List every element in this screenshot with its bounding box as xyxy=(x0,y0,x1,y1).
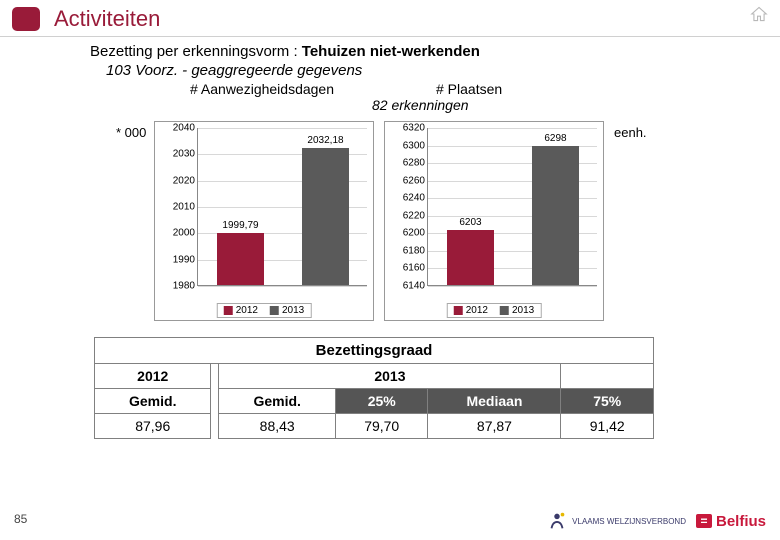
table-sep xyxy=(211,414,219,439)
col-p25: 25% xyxy=(335,389,428,414)
header: Activiteiten xyxy=(0,0,780,37)
table-bezettingsgraad: Bezettingsgraad 2012 2013 Gemid. Gemid. … xyxy=(94,337,654,439)
page-number: 85 xyxy=(14,512,27,526)
ytick-label: 6180 xyxy=(403,245,425,256)
chart2-unit: eenh. xyxy=(614,125,647,140)
legend-item-2012: 2012 xyxy=(224,305,258,316)
ytick-label: 2040 xyxy=(173,123,195,134)
bar-value-label: 1999,79 xyxy=(222,220,258,231)
subtitle-1-bold: Tehuizen niet-werkenden xyxy=(302,43,480,60)
ytick-label: 1980 xyxy=(173,281,195,292)
logo-vl-text: VLAAMS WELZIJNSVERBOND xyxy=(572,517,686,526)
chart-bar xyxy=(302,148,349,285)
subtitle-3: 82 erkenningen xyxy=(372,97,469,113)
footer-logos: VLAAMS WELZIJNSVERBOND = Belfius xyxy=(546,510,766,532)
chart1-unit: * 000 xyxy=(116,125,146,140)
col-2013: 2013 xyxy=(219,364,561,389)
chart2-title: # Plaatsen xyxy=(436,81,502,97)
ytick-label: 2030 xyxy=(173,149,195,160)
ytick-label: 6260 xyxy=(403,175,425,186)
legend-label-2013: 2013 xyxy=(282,305,304,316)
chart-aanwezigheidsdagen: 1980 1990 2000 2010 2020 2030 2040 1999,79 2032,… xyxy=(154,121,374,321)
table-sep xyxy=(211,364,219,389)
legend-item-2013: 2013 xyxy=(270,305,304,316)
gridline xyxy=(198,128,367,129)
table-sep xyxy=(211,389,219,414)
belfius-mark-icon: = xyxy=(696,514,712,528)
logo-vlaams-welzijnsverbond: VLAAMS WELZIJNSVERBOND xyxy=(546,510,686,532)
bar-value-label: 2032,18 xyxy=(307,135,343,146)
logo-belfius-text: Belfius xyxy=(716,513,766,530)
chart2-plot: 6140616061806200622062406260628063006320… xyxy=(427,128,597,286)
legend-item-2013: 2013 xyxy=(500,305,534,316)
cell-2013-gemid: 88,43 xyxy=(219,414,335,439)
cell-p25: 79,70 xyxy=(335,414,428,439)
bar-value-label: 6298 xyxy=(544,133,566,144)
legend-label-2012: 2012 xyxy=(466,305,488,316)
col-gemid-2012: Gemid. xyxy=(95,389,211,414)
ytick-label: 2000 xyxy=(173,228,195,239)
legend-swatch-2013-icon xyxy=(500,306,509,315)
gridline xyxy=(428,128,597,129)
gridline xyxy=(198,286,367,287)
subtitle-2: 103 Voorz. - geaggregeerde gegevens xyxy=(106,62,780,79)
legend-label-2013: 2013 xyxy=(512,305,534,316)
home-icon[interactable] xyxy=(750,6,768,22)
chart1-legend: 2012 2013 xyxy=(217,303,312,318)
page-title: Activiteiten xyxy=(54,6,160,32)
cell-median: 87,87 xyxy=(428,414,561,439)
ytick-label: 6240 xyxy=(403,193,425,204)
brand-square-icon xyxy=(12,7,40,31)
legend-swatch-2013-icon xyxy=(270,306,279,315)
table-row: 87,96 88,43 79,70 87,87 91,42 xyxy=(95,414,654,439)
cell-p75: 91,42 xyxy=(561,414,654,439)
col-p75: 75% xyxy=(561,389,654,414)
col-2012: 2012 xyxy=(95,364,211,389)
ytick-label: 6280 xyxy=(403,158,425,169)
subtitle-1: Bezetting per erkenningsvorm : Tehuizen … xyxy=(90,43,780,60)
ytick-label: 6220 xyxy=(403,210,425,221)
chart-bar xyxy=(532,146,579,285)
ytick-label: 2010 xyxy=(173,202,195,213)
col-median: Mediaan xyxy=(428,389,561,414)
ytick-label: 6160 xyxy=(403,263,425,274)
charts-row: # Aanwezigheidsdagen # Plaatsen 82 erken… xyxy=(130,83,780,321)
chart-bar xyxy=(217,233,264,285)
table-title: Bezettingsgraad xyxy=(95,338,654,364)
ytick-label: 6140 xyxy=(403,281,425,292)
chart2-legend: 2012 2013 xyxy=(447,303,542,318)
ytick-label: 6200 xyxy=(403,228,425,239)
legend-swatch-2012-icon xyxy=(224,306,233,315)
chart-plaatsen: 6140 6160 6180 6200 6220 6240 6260 6280 6300 6320… xyxy=(384,121,604,321)
chart1-plot: 19801990200020102020203020401999,792032,… xyxy=(197,128,367,286)
chart-bar xyxy=(447,230,494,285)
legend-item-2012: 2012 xyxy=(454,305,488,316)
ytick-label: 2020 xyxy=(173,175,195,186)
person-icon xyxy=(546,510,568,532)
bar-value-label: 6203 xyxy=(459,217,481,228)
ytick-label: 1990 xyxy=(173,254,195,265)
col-gemid-2013: Gemid. xyxy=(219,389,335,414)
legend-swatch-2012-icon xyxy=(454,306,463,315)
cell-2012: 87,96 xyxy=(95,414,211,439)
ytick-label: 6320 xyxy=(403,123,425,134)
logo-belfius: = Belfius xyxy=(696,513,766,530)
legend-label-2012: 2012 xyxy=(236,305,258,316)
subtitle-1-prefix: Bezetting per erkenningsvorm : xyxy=(90,43,302,60)
ytick-label: 6300 xyxy=(403,140,425,151)
gridline xyxy=(428,286,597,287)
chart1-title: # Aanwezigheidsdagen xyxy=(190,81,334,97)
